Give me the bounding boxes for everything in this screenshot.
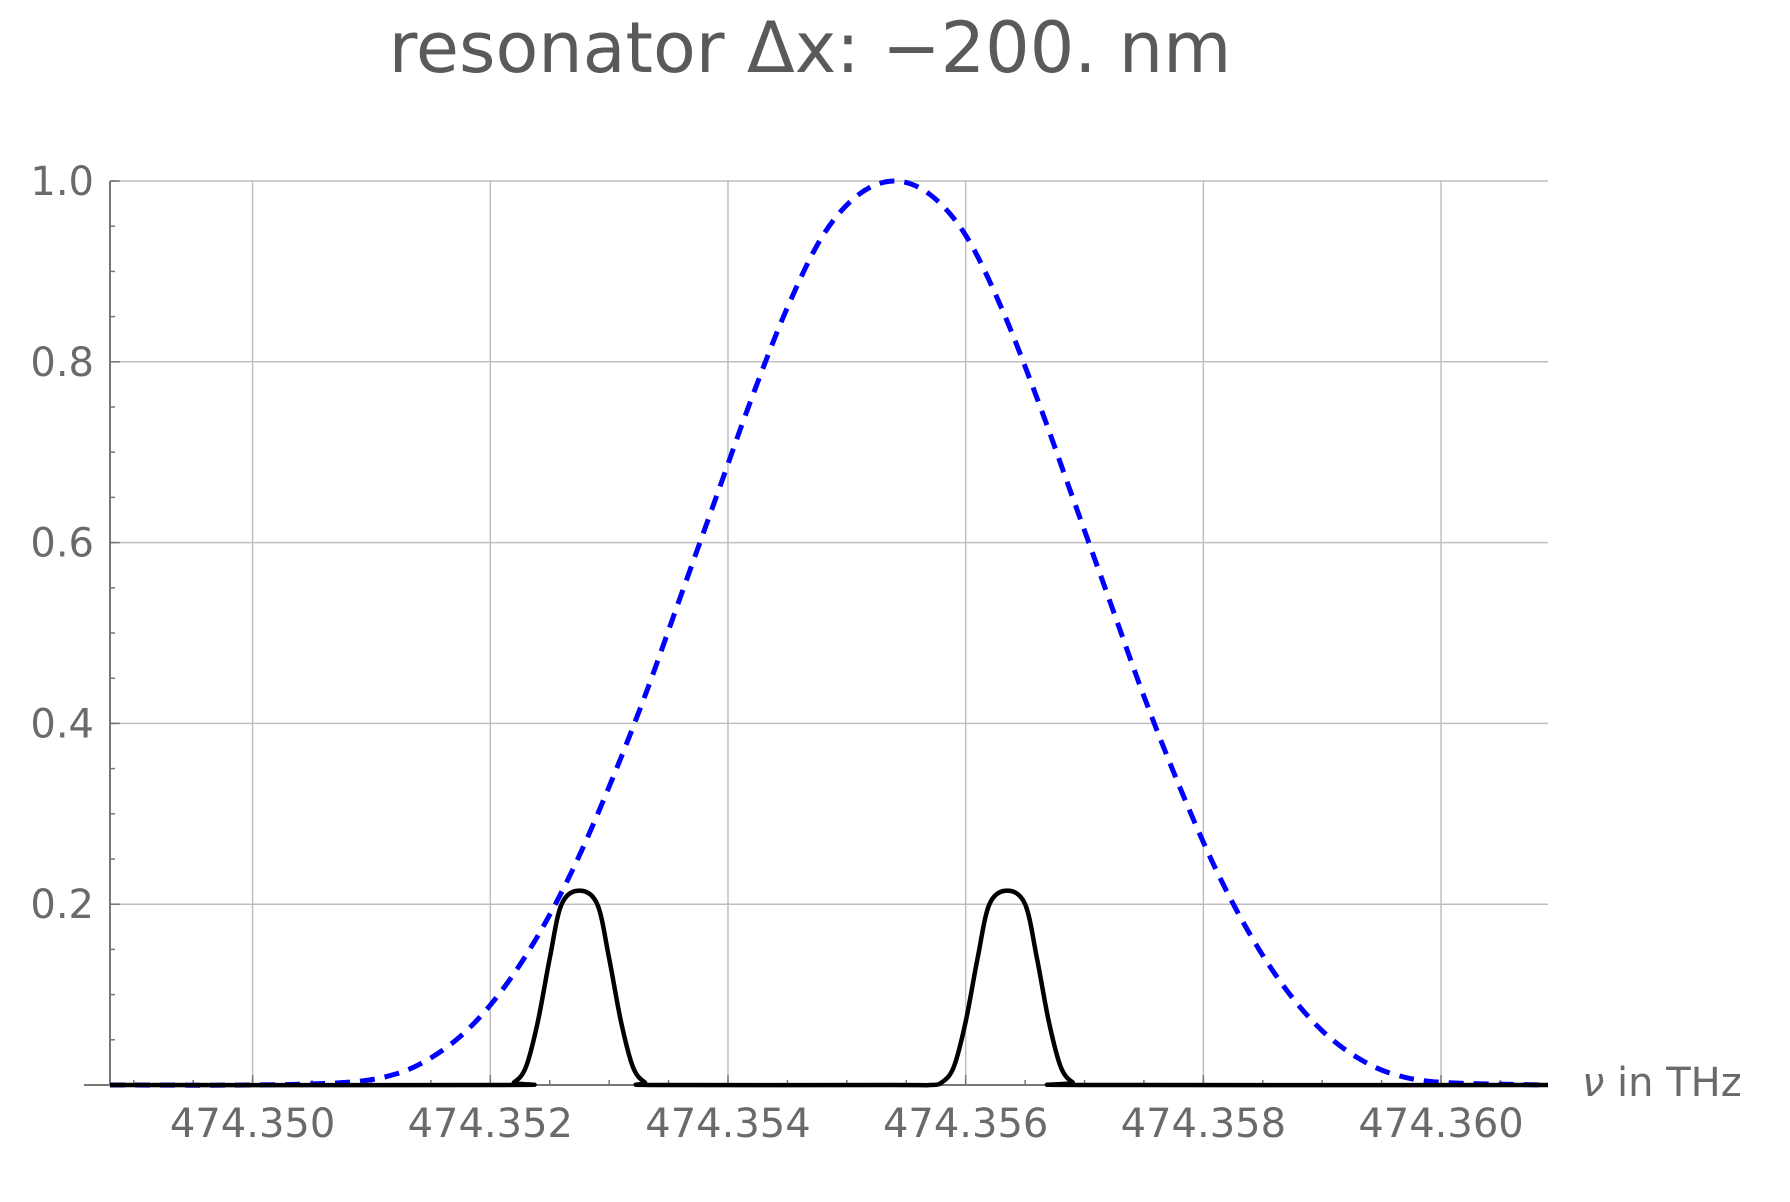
- y-tick-label: 1.0: [30, 159, 94, 205]
- y-tick-label: 0.4: [30, 701, 94, 747]
- x-axis-label-symbol: ν: [1582, 1060, 1604, 1106]
- chart-title: resonator Δx: −200. nm: [389, 7, 1232, 89]
- grid: [110, 180, 1548, 1085]
- dashed-series-line: [109, 178, 1549, 1088]
- solid-series-line: [109, 888, 1549, 1088]
- x-axis-label: ν in THz: [1582, 1060, 1742, 1106]
- x-axis-label-unit: in THz: [1604, 1060, 1741, 1106]
- y-tick-label: 0.6: [30, 521, 94, 567]
- tick-labels: 474.350 474.352 474.354 474.356 474.358 474.3…: [30, 159, 1523, 1147]
- y-tick-label: 0.2: [30, 882, 94, 928]
- x-tick-label: 474.350: [170, 1101, 335, 1147]
- series-group: [109, 178, 1549, 1088]
- axes: [84, 180, 1548, 1086]
- x-tick-label: 474.352: [408, 1101, 573, 1147]
- y-tick-label: 0.8: [30, 340, 94, 386]
- x-tick-label: 474.360: [1358, 1101, 1523, 1147]
- x-tick-label: 474.354: [645, 1101, 810, 1147]
- x-tick-label: 474.356: [883, 1101, 1048, 1147]
- x-tick-label: 474.358: [1121, 1101, 1286, 1147]
